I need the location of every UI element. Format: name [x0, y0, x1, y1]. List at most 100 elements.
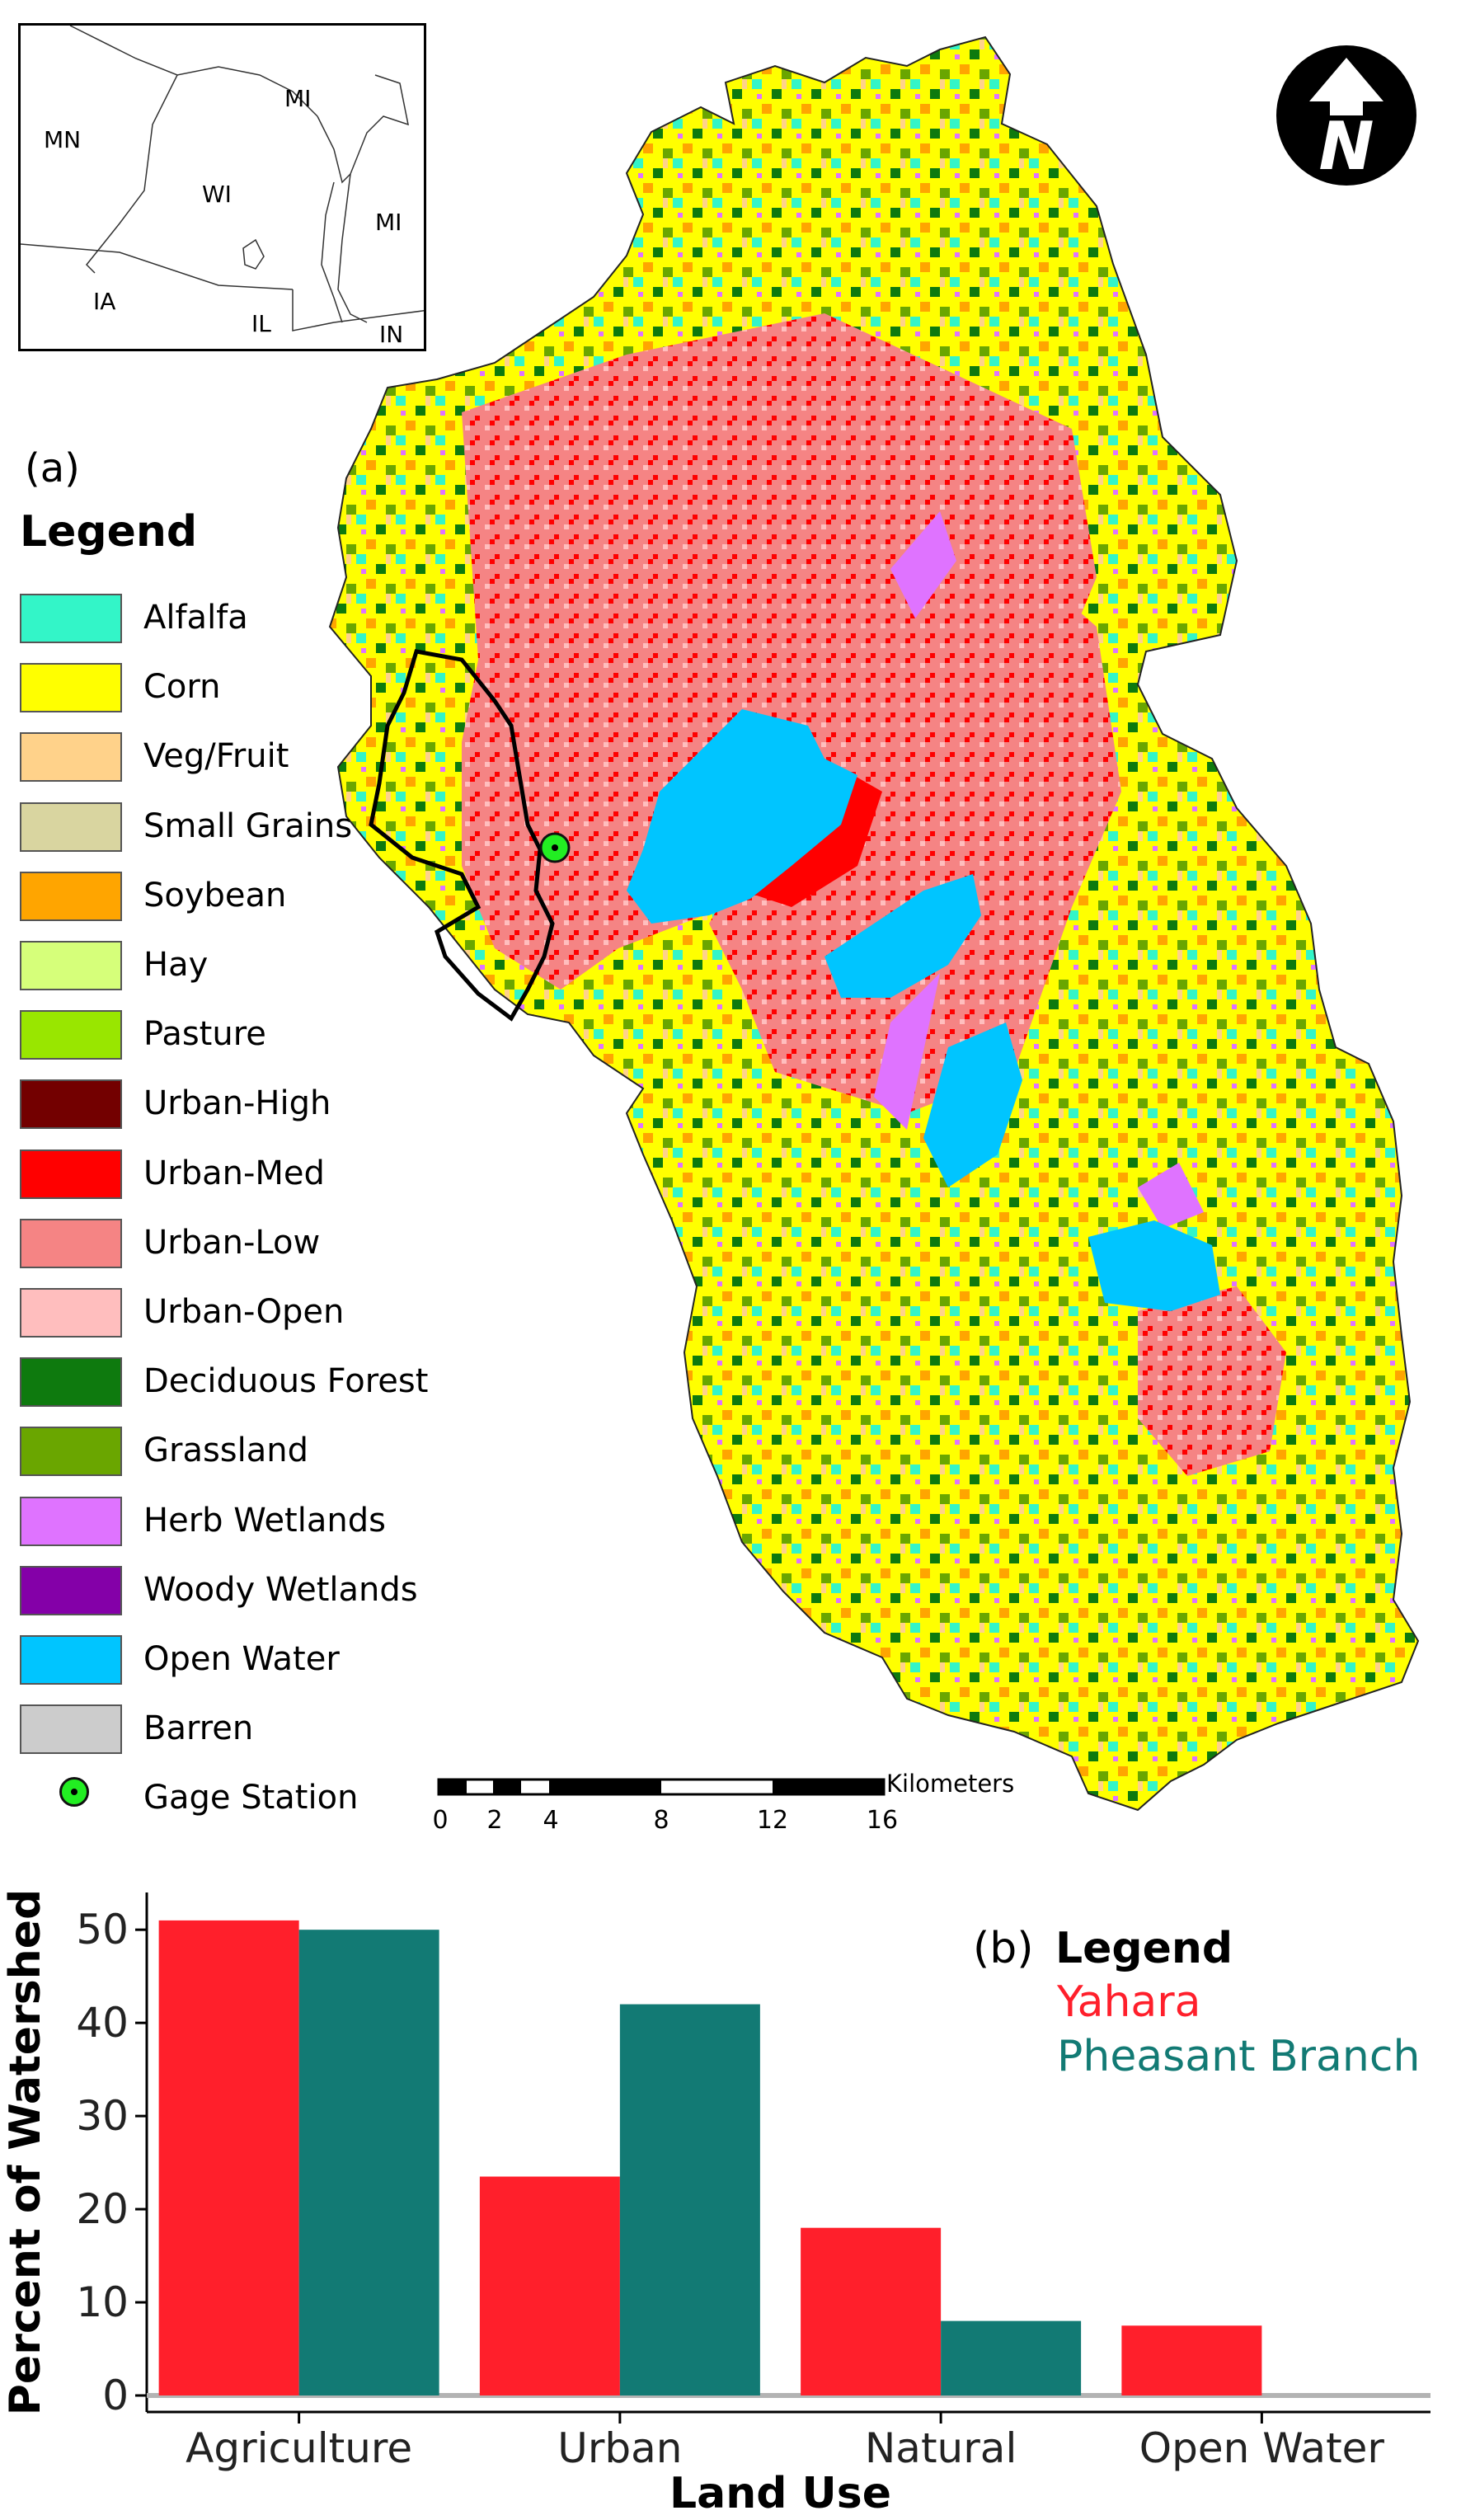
legend-swatch — [20, 1427, 122, 1477]
legend-item: Hay — [20, 934, 482, 995]
lake-kegonsa — [1088, 1220, 1220, 1311]
legend-item: Urban-Low — [20, 1212, 482, 1273]
y-axis-title: Percent of Watershed — [1, 1889, 50, 2415]
legend-label: Small Grains — [143, 806, 353, 845]
scale-tick: 0 — [432, 1806, 449, 1835]
legend-swatch — [20, 1288, 122, 1338]
legend-item: Deciduous Forest — [20, 1351, 482, 1412]
panel-a-label: (a) — [25, 445, 80, 491]
north-arrow-letter: N — [1319, 108, 1374, 185]
scale-bar: Kilometers 0 2 4 8 12 16 — [432, 1770, 1031, 1839]
x-tick-label: Urban — [557, 2424, 682, 2472]
y-tick-label: 30 — [76, 2092, 129, 2140]
legend-swatch — [20, 1635, 122, 1685]
land-use-bar-chart: 0 10 20 30 40 50 Agriculture Urban Natural Open W… — [1, 1889, 1430, 2518]
legend-swatch — [20, 1496, 122, 1546]
legend-item: Soybean — [20, 865, 482, 926]
inset-label-in: IN — [379, 321, 404, 348]
legend-item: Urban-Open — [20, 1281, 482, 1342]
chart-legend-title: Legend — [1055, 1924, 1233, 1973]
state-boundaries — [21, 26, 424, 331]
inset-label-ia: IA — [93, 288, 116, 315]
legend-item-gage-station: Gage Station — [20, 1767, 482, 1828]
inset-label-mi-east: MI — [375, 209, 402, 236]
legend-swatch — [20, 1079, 122, 1130]
legend-label: Corn — [143, 668, 221, 707]
urban-area-southeast — [1138, 1286, 1286, 1476]
legend-label: Hay — [143, 946, 209, 984]
legend-item: Pasture — [20, 1004, 482, 1065]
legend-swatch — [20, 1149, 122, 1199]
legend-label: Pasture — [143, 1015, 266, 1054]
legend-swatch — [20, 1565, 122, 1615]
legend-item: Open Water — [20, 1629, 482, 1690]
legend-item: Woody Wetlands — [20, 1559, 482, 1620]
north-arrow-icon: N — [1276, 45, 1416, 186]
legend-item: Grassland — [20, 1420, 482, 1481]
legend-swatch — [20, 663, 122, 713]
legend-swatch — [20, 871, 122, 921]
bar-pheasant-branch — [941, 2320, 1082, 2395]
legend-label: Grassland — [143, 1432, 308, 1470]
legend-label-gage-station: Gage Station — [143, 1779, 359, 1817]
y-tick-label: 20 — [76, 2185, 129, 2233]
legend-item: Veg/Fruit — [20, 726, 482, 787]
inset-label-wi: WI — [202, 181, 232, 208]
legend-swatch — [20, 1010, 122, 1060]
legend-item: Herb Wetlands — [20, 1490, 482, 1551]
legend-label: Alfalfa — [143, 599, 248, 637]
pheasant-branch-boundary — [369, 649, 555, 1022]
wetland-south — [874, 973, 940, 1130]
y-tick-label: 50 — [76, 1906, 129, 1953]
wetland-east — [1138, 1163, 1204, 1229]
scale-bar-graphic — [437, 1778, 886, 1796]
wetland-north — [890, 511, 956, 618]
inset-label-mi-north: MI — [284, 85, 312, 112]
x-tick-label: Agriculture — [186, 2424, 412, 2472]
inset-label-il: IL — [251, 310, 271, 337]
legend-swatch — [20, 941, 122, 990]
legend-label: Urban-Med — [143, 1154, 325, 1192]
x-tick-label: Open Water — [1139, 2424, 1385, 2472]
legend-label: Open Water — [143, 1640, 340, 1678]
scale-tick: 2 — [486, 1806, 503, 1835]
scale-tick: 8 — [653, 1806, 669, 1835]
legend-item: Alfalfa — [20, 587, 482, 648]
legend-swatch — [20, 1704, 122, 1755]
legend-swatch — [20, 1218, 122, 1268]
x-axis-title: Land Use — [669, 2469, 891, 2518]
legend-swatch — [20, 1357, 122, 1408]
land-use-map — [329, 36, 1419, 1811]
legend-label: Urban-High — [143, 1084, 331, 1123]
legend-swatch — [20, 732, 122, 783]
legend-item: Small Grains — [20, 796, 482, 857]
y-tick-label: 40 — [76, 1999, 129, 2047]
legend-swatch — [20, 802, 122, 852]
legend-item: Barren — [20, 1698, 482, 1759]
scale-tick: 16 — [866, 1806, 899, 1835]
legend-label: Deciduous Forest — [143, 1362, 429, 1401]
urban-area — [462, 313, 1097, 990]
bar-pheasant-branch — [298, 1930, 439, 2395]
locator-inset-map: MN MI WI MI IA IL IN — [18, 23, 426, 351]
legend-label: Urban-Low — [143, 1223, 321, 1262]
lake-mendota — [627, 709, 857, 924]
chart-panel-label: (b) — [973, 1924, 1034, 1973]
legend-label: Woody Wetlands — [143, 1570, 418, 1609]
legend-label: Soybean — [143, 876, 287, 914]
bar-yahara — [1121, 2325, 1262, 2395]
legend-label: Urban-Open — [143, 1293, 345, 1331]
lake-waubesa — [923, 1023, 1022, 1187]
scale-bar-units: Kilometers — [886, 1770, 1015, 1798]
bar-yahara — [158, 1920, 299, 2395]
map-legend-title: Legend — [20, 507, 198, 557]
bar-yahara — [801, 2227, 942, 2395]
scale-tick: 12 — [756, 1806, 789, 1835]
gage-station-icon — [59, 1777, 89, 1807]
inset-label-mn: MN — [44, 126, 82, 153]
legend-item: Urban-High — [20, 1073, 482, 1134]
legend-label: Herb Wetlands — [143, 1501, 386, 1540]
scale-tick: 4 — [543, 1806, 559, 1835]
legend-item: Urban-Med — [20, 1143, 482, 1204]
legend-swatch — [20, 594, 122, 643]
